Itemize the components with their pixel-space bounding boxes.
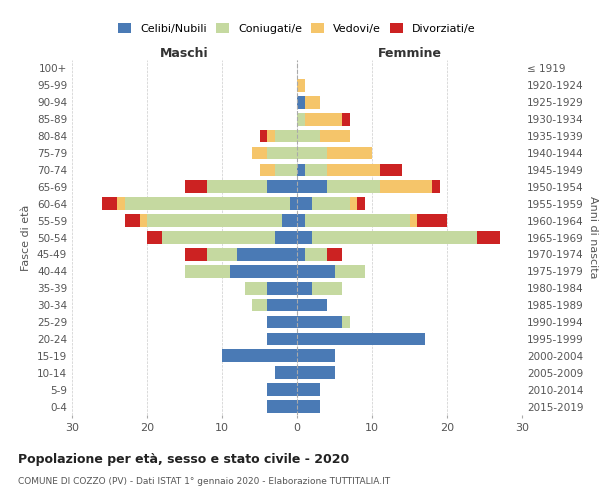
Text: Popolazione per età, sesso e stato civile - 2020: Popolazione per età, sesso e stato civil… (18, 452, 349, 466)
Bar (417, 214, 447, 227)
Bar (297, 299, 327, 312)
Bar (282, 214, 297, 227)
Bar (297, 332, 425, 345)
Bar (297, 265, 335, 278)
Bar (267, 316, 297, 328)
Bar (305, 113, 342, 126)
Bar (267, 130, 275, 142)
Text: Maschi: Maschi (160, 47, 209, 60)
Bar (380, 164, 402, 176)
Text: COMUNE DI COZZO (PV) - Dati ISTAT 1° gennaio 2020 - Elaborazione TUTTITALIA.IT: COMUNE DI COZZO (PV) - Dati ISTAT 1° gen… (18, 478, 390, 486)
Bar (252, 299, 267, 312)
Bar (267, 332, 297, 345)
Bar (275, 130, 297, 142)
Bar (245, 282, 267, 294)
Bar (409, 214, 417, 227)
Bar (147, 214, 282, 227)
Bar (320, 130, 349, 142)
Bar (260, 130, 267, 142)
Bar (297, 79, 305, 92)
Bar (305, 214, 409, 227)
Bar (222, 350, 297, 362)
Bar (342, 113, 349, 126)
Bar (297, 96, 305, 108)
Bar (327, 164, 380, 176)
Bar (432, 180, 439, 193)
Bar (305, 164, 327, 176)
Bar (267, 180, 297, 193)
Bar (125, 198, 290, 210)
Bar (125, 214, 139, 227)
Bar (305, 96, 320, 108)
Legend: Celibi/Nubili, Coniugati/e, Vedovi/e, Divorziati/e: Celibi/Nubili, Coniugati/e, Vedovi/e, Di… (115, 20, 479, 37)
Bar (267, 400, 297, 413)
Y-axis label: Anni di nascita: Anni di nascita (587, 196, 598, 279)
Bar (102, 198, 117, 210)
Bar (275, 164, 297, 176)
Bar (162, 231, 275, 244)
Bar (297, 366, 335, 379)
Bar (297, 350, 335, 362)
Bar (260, 164, 275, 176)
Bar (297, 180, 327, 193)
Bar (147, 231, 162, 244)
Bar (267, 299, 297, 312)
Bar (117, 198, 125, 210)
Bar (267, 146, 297, 160)
Bar (297, 130, 320, 142)
Bar (477, 231, 499, 244)
Bar (267, 384, 297, 396)
Bar (185, 248, 207, 260)
Bar (305, 248, 327, 260)
Text: Femmine: Femmine (377, 47, 442, 60)
Bar (327, 248, 342, 260)
Y-axis label: Fasce di età: Fasce di età (22, 204, 31, 270)
Bar (342, 316, 349, 328)
Bar (297, 146, 327, 160)
Bar (297, 164, 305, 176)
Bar (267, 282, 297, 294)
Bar (297, 316, 342, 328)
Bar (312, 231, 477, 244)
Bar (349, 198, 357, 210)
Bar (185, 180, 207, 193)
Bar (312, 198, 349, 210)
Bar (139, 214, 147, 227)
Bar (380, 180, 432, 193)
Bar (357, 198, 365, 210)
Bar (237, 248, 297, 260)
Bar (207, 248, 237, 260)
Bar (297, 400, 320, 413)
Bar (290, 198, 297, 210)
Bar (327, 180, 380, 193)
Bar (297, 113, 305, 126)
Bar (297, 384, 320, 396)
Bar (297, 248, 305, 260)
Bar (327, 146, 372, 160)
Bar (297, 198, 312, 210)
Bar (229, 265, 297, 278)
Bar (275, 366, 297, 379)
Bar (185, 265, 229, 278)
Bar (297, 214, 305, 227)
Bar (297, 282, 312, 294)
Bar (275, 231, 297, 244)
Bar (312, 282, 342, 294)
Bar (252, 146, 267, 160)
Bar (207, 180, 267, 193)
Bar (297, 231, 312, 244)
Bar (335, 265, 365, 278)
